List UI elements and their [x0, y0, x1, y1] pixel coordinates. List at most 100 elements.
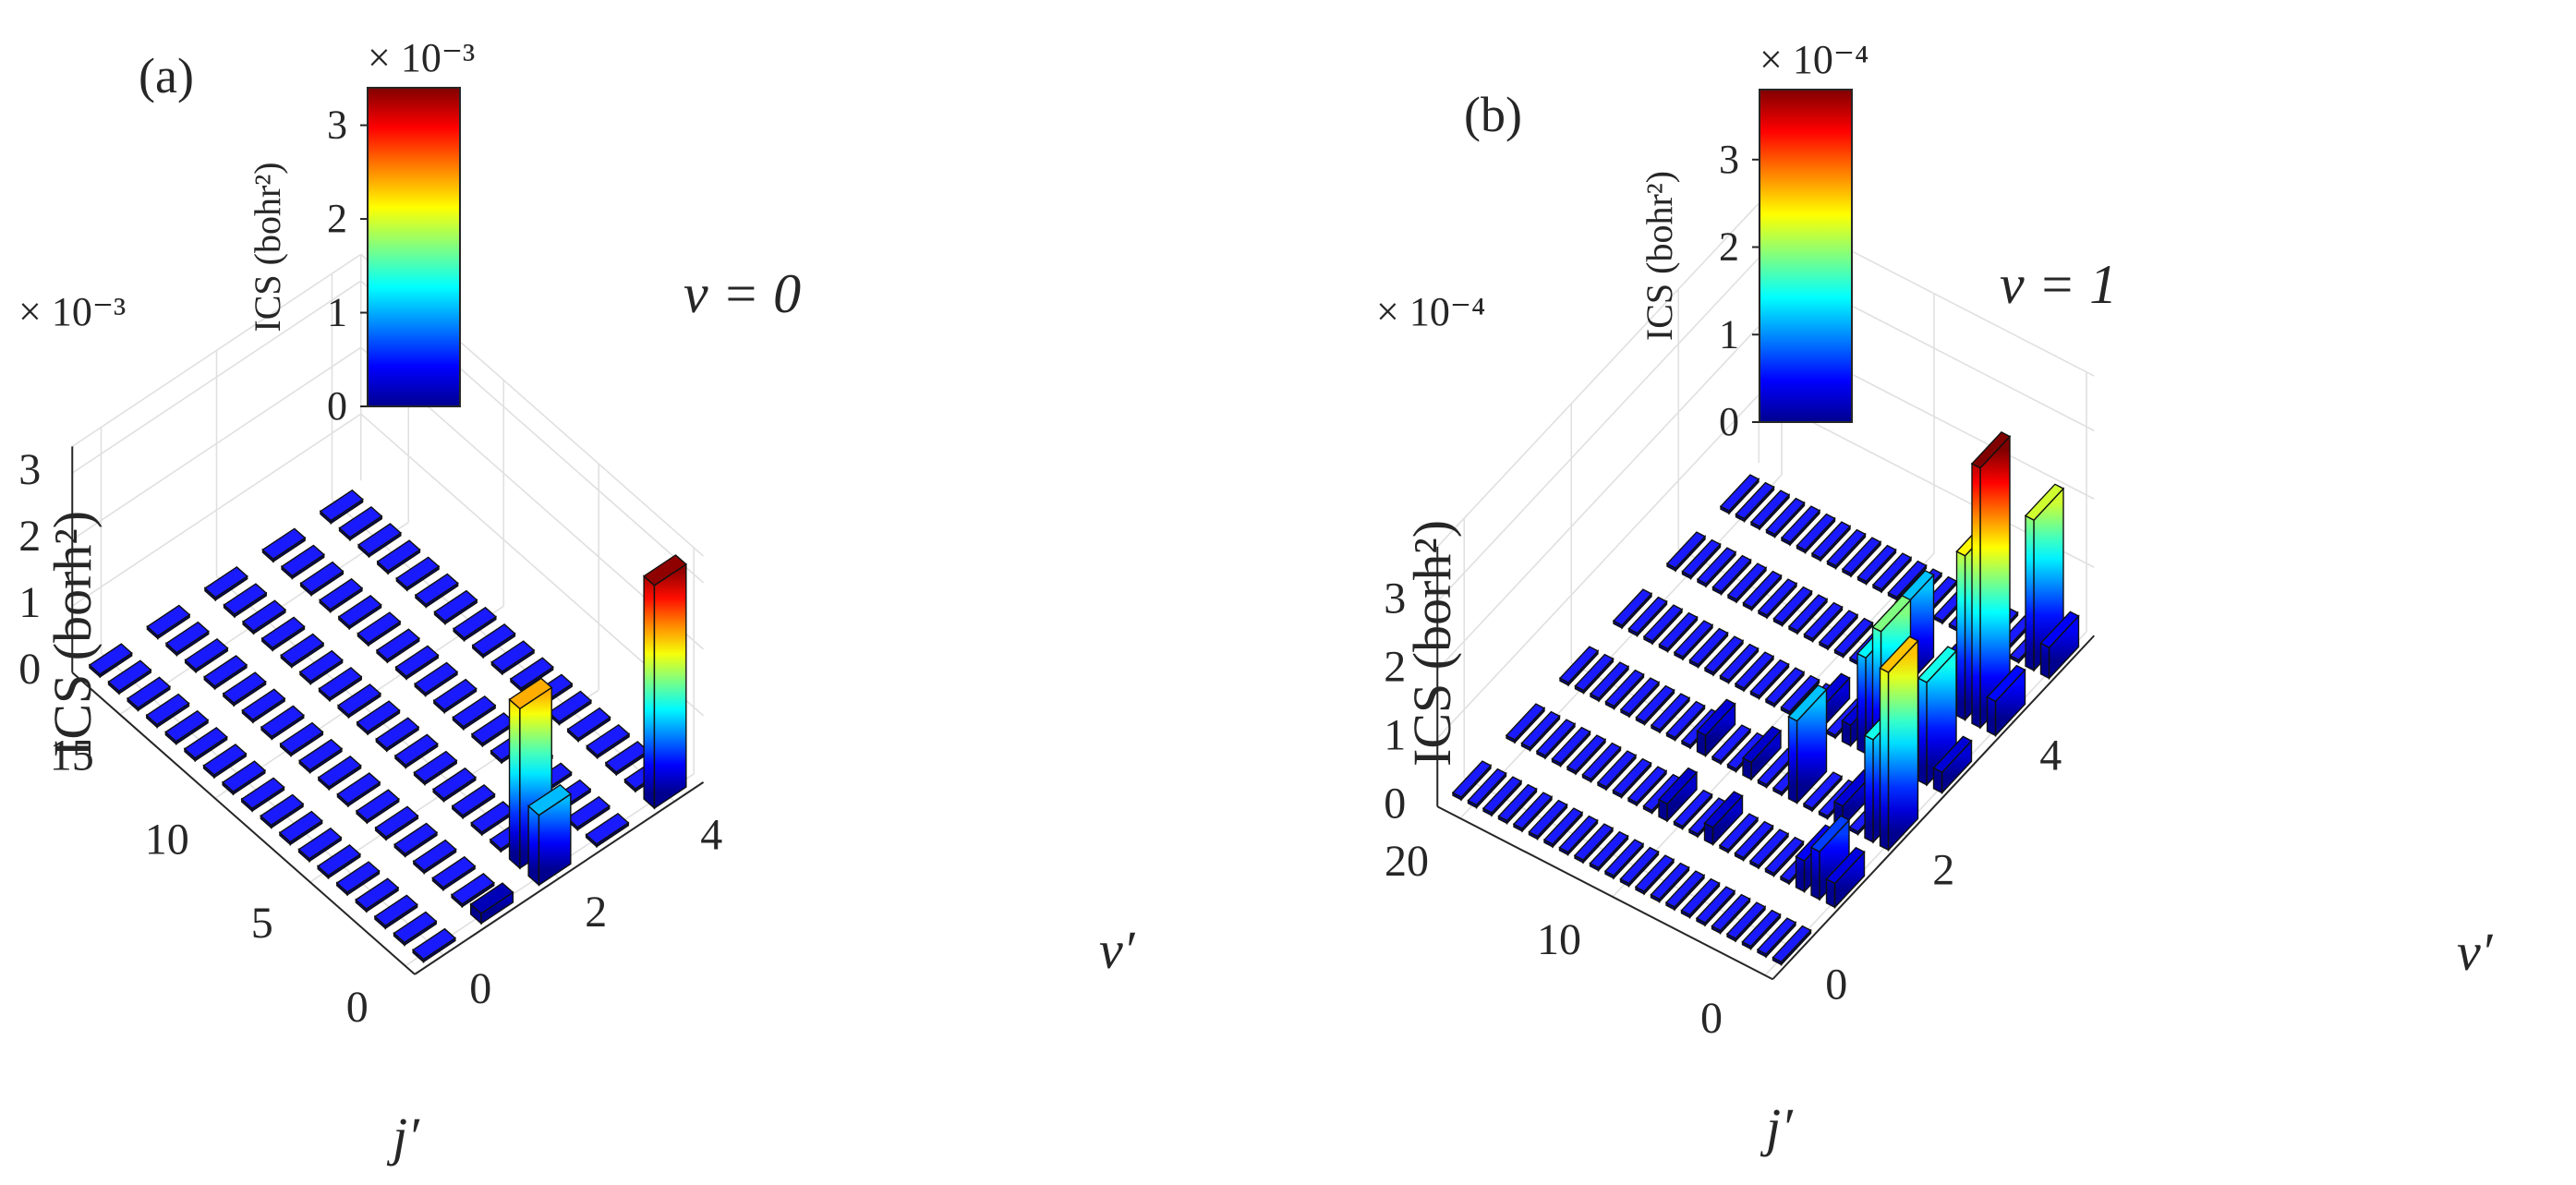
bar-top-face: [1764, 667, 1806, 705]
panel-b-z-axis-label: ICS (borh²): [1402, 520, 1462, 767]
x-axis-line: [71, 671, 416, 975]
bar-top-face: [1809, 815, 1851, 852]
bar-top-face: [357, 523, 402, 555]
panel-a-z-exponent: × 10⁻³: [18, 289, 126, 334]
panel-a-bars: [88, 489, 687, 963]
bar: [1734, 651, 1775, 693]
bar-top-face: [394, 645, 440, 678]
bar-top-face: [298, 738, 344, 771]
bar: [1497, 783, 1538, 826]
v-tick-label: 0: [1825, 960, 1847, 1009]
bar-top-face: [1780, 674, 1820, 713]
bar: [509, 657, 554, 693]
bar: [471, 623, 516, 659]
gridline-floor-j: [1612, 552, 1935, 898]
bar-top-face: [1535, 719, 1577, 756]
bar: [1696, 698, 1736, 758]
bar-top-face: [222, 671, 267, 704]
bar: [393, 733, 439, 769]
bar-top-face: [203, 655, 248, 687]
bar: [298, 649, 344, 685]
bar-top-face: [1581, 742, 1622, 780]
colorbar-tick-label: 1: [327, 290, 347, 335]
colorbar-tick-label: 0: [1719, 399, 1739, 444]
bar: [643, 554, 687, 810]
bar-top-face: [1871, 595, 1912, 633]
bar-top-face: [1542, 807, 1584, 845]
bar-top-face: [297, 827, 343, 860]
bar-top-face: [319, 489, 364, 522]
bar-top-face: [470, 801, 515, 833]
bar-top-face: [412, 839, 457, 872]
bar-top-face: [1749, 659, 1790, 697]
bar: [1642, 604, 1684, 646]
bar: [280, 544, 325, 580]
bar-top-face: [1688, 627, 1729, 666]
bar-top-face: [1726, 562, 1768, 600]
panel-b-bars: [1451, 431, 2080, 967]
bar: [433, 589, 478, 625]
bar: [1741, 725, 1783, 781]
bar: [450, 873, 495, 909]
bar-top-face: [1650, 862, 1690, 901]
bar: [1856, 544, 1897, 586]
bar-top-face: [319, 577, 364, 611]
bar-top-face: [1634, 854, 1675, 892]
bar-top-face: [1735, 481, 1775, 520]
bar-top-face: [1826, 528, 1867, 567]
bar-top-face: [1711, 893, 1751, 932]
bar: [393, 822, 439, 858]
bar: [317, 756, 362, 792]
bar: [1505, 703, 1546, 744]
bar: [336, 772, 381, 808]
bar-top-face: [1657, 767, 1699, 805]
bar-top-face: [1970, 431, 2012, 469]
bar-top-face: [1619, 677, 1661, 715]
bar: [1542, 807, 1584, 849]
bar: [414, 573, 459, 609]
bar-top-face: [1497, 783, 1538, 822]
bar-top-face: [1680, 877, 1721, 916]
bar: [566, 707, 611, 743]
bar: [222, 671, 267, 707]
colorbar-tick-label: 0: [327, 383, 347, 429]
gridline-floor-j: [1764, 631, 2087, 976]
bar: [1735, 481, 1775, 524]
bar: [1719, 474, 1760, 515]
colorbar-exponent: × 10⁻³: [368, 35, 475, 80]
bar: [1764, 667, 1806, 708]
colorbar-tick-label: 2: [1719, 224, 1739, 270]
bar-top-face: [432, 767, 477, 800]
bar: [1841, 537, 1882, 578]
bar: [1681, 538, 1722, 581]
bar-top-face: [183, 727, 228, 759]
panel-a-annotation: v = 0: [683, 263, 801, 324]
gridline-floor-j: [1459, 474, 1783, 819]
v-tick-label: 0: [469, 964, 491, 1013]
bar-top-face: [450, 873, 495, 905]
bar-top-face: [393, 822, 439, 855]
bar: [586, 723, 631, 760]
bar: [88, 643, 133, 679]
z-tick-label: 0: [1384, 779, 1406, 828]
bar-top-face: [1566, 734, 1607, 772]
bar: [337, 683, 381, 719]
bar: [1574, 653, 1615, 695]
bar-top-face: [317, 844, 361, 877]
bar-top-face: [145, 693, 190, 726]
bar: [1749, 659, 1790, 701]
gridline-top: [71, 253, 362, 448]
bar-top-face: [375, 717, 420, 750]
bar: [1802, 771, 1844, 813]
bar-front-face: [2025, 514, 2035, 672]
j-tick-label: 5: [251, 899, 273, 948]
bar: [279, 721, 324, 757]
bar: [1726, 562, 1768, 604]
bar: [1833, 617, 1874, 659]
bar: [1695, 886, 1736, 927]
bar: [260, 616, 306, 652]
panel-b-colorbar: 0 1 2 3 × 10⁻⁴ ICS (bohr²): [1639, 37, 1869, 444]
bar: [1558, 815, 1599, 857]
bar: [1696, 547, 1737, 588]
bar: [1810, 521, 1852, 562]
